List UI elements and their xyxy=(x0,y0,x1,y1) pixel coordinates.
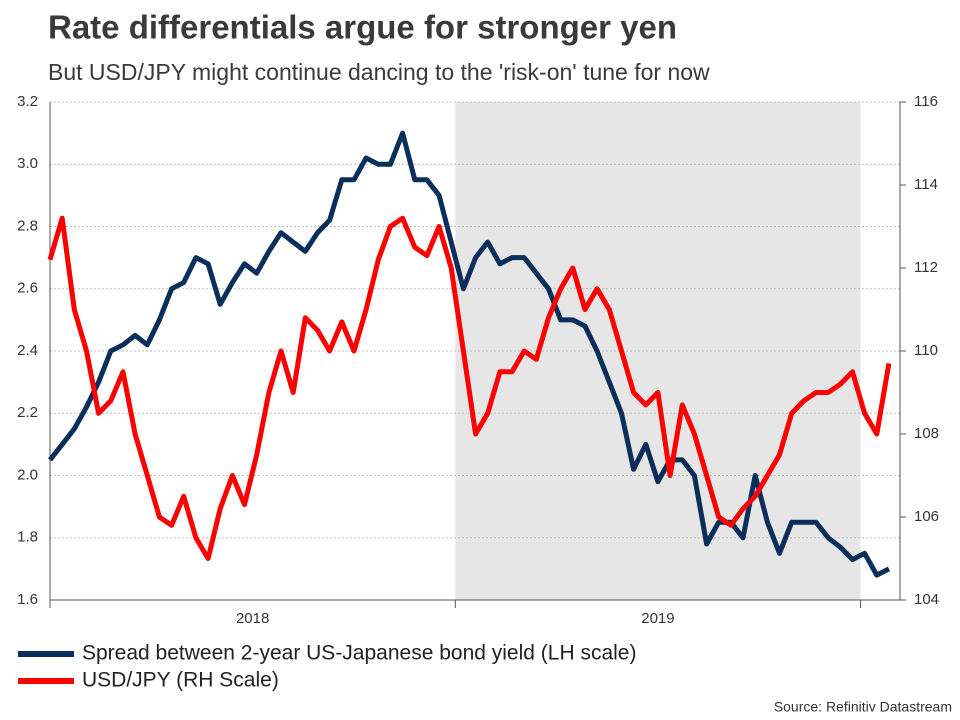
y-tick-label: 3.0 xyxy=(17,155,38,172)
series-line xyxy=(48,130,891,578)
y2-tick-label: 114 xyxy=(914,176,938,193)
y2-tick-label: 110 xyxy=(914,342,938,359)
source: Source: Refinitiv Datastream xyxy=(774,699,952,715)
y-tick-label: 2.8 xyxy=(17,217,38,234)
y-tick-label: 2.6 xyxy=(17,280,38,297)
x-tick-label: 2019 xyxy=(641,610,674,627)
legend-label: USD/JPY (RH Scale) xyxy=(82,669,279,692)
y2-tick-label: 104 xyxy=(914,591,939,608)
legend-label: Spread between 2-year US-Japanese bond y… xyxy=(82,642,636,665)
y-tick-label: 1.6 xyxy=(17,591,38,608)
y2-tick-label: 116 xyxy=(914,93,938,110)
y2-tick-label: 108 xyxy=(914,425,939,442)
y-tick-label: 2.2 xyxy=(17,404,38,421)
y2-tick-label: 106 xyxy=(914,508,939,525)
y-tick-label: 3.2 xyxy=(17,93,38,110)
x-tick-label: 2018 xyxy=(236,610,269,627)
y-tick-label: 1.8 xyxy=(17,529,38,546)
chart-subtitle: But USD/JPY might continue dancing to th… xyxy=(48,59,710,85)
series-line xyxy=(47,215,892,561)
y-tick-label: 2.0 xyxy=(17,466,38,483)
y2-tick-label: 112 xyxy=(914,259,938,276)
chart-title: Rate differentials argue for stronger ye… xyxy=(48,9,677,46)
y-tick-label: 2.4 xyxy=(17,342,38,359)
